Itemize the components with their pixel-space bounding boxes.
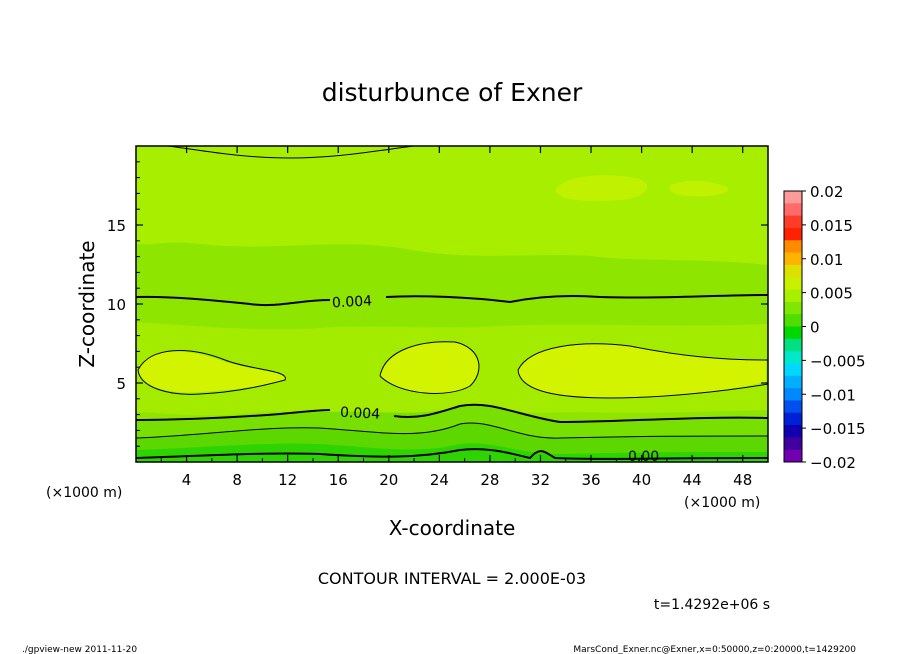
x-tick-label: 4 (182, 471, 192, 489)
colorbar-swatch (784, 375, 802, 389)
blob-top-right-2 (669, 180, 729, 197)
contour-field: 0.004 0.004 0.00 (135, 145, 769, 465)
y-tick-label: 5 (116, 375, 126, 393)
colorbar-swatch (784, 301, 802, 315)
contour-label-upper: 0.004 (332, 293, 373, 311)
x-axis-ticks: 4 8 12 16 20 24 28 32 36 40 44 48 (160, 146, 752, 489)
colorbar-labels: 0.02 0.015 0.01 0.005 0 −0.005 −0.01 −0.015 −0.0… (802, 183, 866, 472)
contour-label-lower: 0.004 (340, 405, 381, 423)
contour-line-blob-right (517, 343, 769, 399)
contour-line-blob-left (137, 350, 286, 395)
y-axis-ticks: 5 10 15 (107, 161, 768, 447)
colorbar-swatch (784, 203, 802, 217)
colorbar-label: 0.02 (810, 183, 843, 201)
blob-top-right-1 (555, 175, 647, 201)
contour-line-upper-thick (135, 294, 769, 307)
contour-line-blob-center (379, 341, 480, 394)
colorbar-swatch (784, 326, 802, 340)
colorbar-swatch (784, 252, 802, 266)
colorbar-swatch (784, 338, 802, 352)
colorbar-label: 0.01 (810, 251, 843, 269)
colorbar-swatch (784, 412, 802, 426)
x-axis-label: X-coordinate (389, 516, 516, 540)
colorbar-swatch (784, 400, 802, 414)
colorbar-label: −0.02 (810, 454, 856, 472)
colorbar-swatch (784, 191, 802, 204)
colorbar-swatch (784, 264, 802, 278)
colorbar-swatch (784, 388, 802, 401)
x-tick-label: 32 (531, 471, 550, 489)
contour-interval-text: CONTOUR INTERVAL = 2.000E-03 (318, 569, 586, 588)
colorbar-label: −0.01 (810, 386, 856, 404)
x-tick-label: 48 (733, 471, 752, 489)
x-tick-label: 36 (581, 471, 600, 489)
footer-right: MarsCond_Exner.nc@Exner,x=0:50000,z=0:20… (573, 645, 856, 654)
colorbar-swatch (784, 227, 802, 241)
x-tick-label: 44 (683, 471, 702, 489)
colorbar (783, 190, 803, 463)
colorbar-swatch (784, 437, 802, 451)
x-tick-label: 16 (329, 471, 348, 489)
colorbar-label: −0.005 (810, 352, 866, 370)
band-low-3 (136, 443, 768, 462)
x-tick-label: 24 (430, 471, 449, 489)
y-tick-label: 15 (107, 217, 126, 235)
colorbar-swatch (784, 215, 802, 229)
colorbar-swatch (784, 277, 802, 291)
colorbar-swatch (784, 425, 802, 438)
contour-line-low-thin (135, 422, 769, 439)
colorbar-swatch (784, 289, 802, 303)
contour-lines (135, 145, 769, 460)
x-tick-label: 28 (480, 471, 499, 489)
contour-line-lower-thick (135, 403, 769, 424)
y-units-label: (×1000 m) (46, 485, 122, 501)
colorbar-label: 0 (810, 319, 820, 337)
contour-line-bottom (135, 448, 769, 460)
yellow-blob-left (138, 351, 286, 393)
contour-label-bottom: 0.00 (628, 449, 659, 465)
colorbar-label: 0.005 (810, 285, 853, 303)
x-tick-label: 12 (278, 471, 297, 489)
x-tick-label: 8 (232, 471, 242, 489)
y-axis-label: Z-coordinate (75, 240, 99, 367)
footer-left: ./gpview-new 2011-11-20 (22, 645, 137, 654)
colorbar-swatch (784, 449, 802, 463)
yellow-blob-center (380, 341, 479, 394)
colorbar-swatch (784, 240, 802, 254)
contour-line-top (167, 145, 415, 159)
y-tick-label: 10 (107, 296, 126, 314)
x-tick-label: 20 (379, 471, 398, 489)
time-text: t=1.4292e+06 s (654, 597, 770, 613)
x-units-label: (×1000 m) (684, 495, 760, 511)
colorbar-swatch (784, 351, 802, 364)
colorbar-swatch (784, 363, 802, 377)
colorbar-label: −0.015 (810, 420, 866, 438)
x-tick-label: 40 (632, 471, 651, 489)
chart-title: disturbunce of Exner (322, 78, 583, 107)
colorbar-swatch (784, 314, 802, 327)
colorbar-label: 0.015 (810, 217, 853, 235)
